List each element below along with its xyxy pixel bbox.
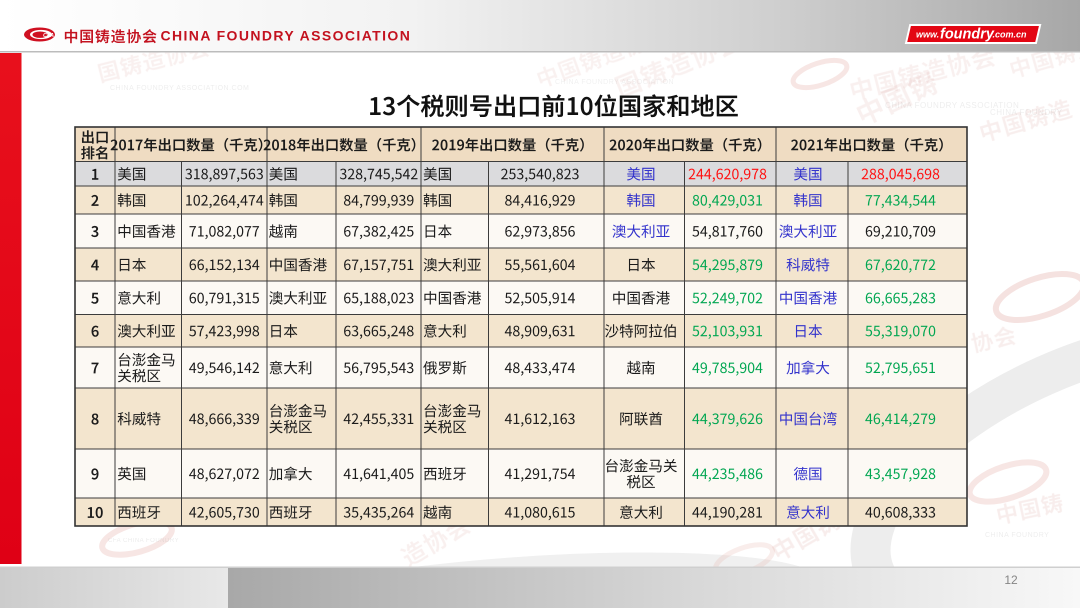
svg-text:www.: www. [916, 30, 939, 40]
svg-text:CHINA FOUNDRY: CHINA FOUNDRY [985, 532, 1049, 539]
svg-text:CFA: CFA [43, 33, 54, 39]
svg-text:CFA CHINA FOUNDRY: CFA CHINA FOUNDRY [108, 538, 179, 544]
svg-text:foundry: foundry [940, 27, 995, 43]
svg-text:CHINA FOUNDRY ASSOCIATION: CHINA FOUNDRY ASSOCIATION [885, 101, 1019, 110]
svg-text:12: 12 [1004, 573, 1018, 587]
svg-text:CHINA FOUNDRY ASSOCIATION: CHINA FOUNDRY ASSOCIATION [555, 79, 674, 86]
svg-text:CHINA FOUNDRY ASSOCIATION: CHINA FOUNDRY ASSOCIATION [161, 28, 412, 44]
svg-text:.com.cn: .com.cn [993, 30, 1028, 40]
svg-text:CHINA FOUNDRY ASSOCIATION.COM: CHINA FOUNDRY ASSOCIATION.COM [110, 85, 249, 92]
